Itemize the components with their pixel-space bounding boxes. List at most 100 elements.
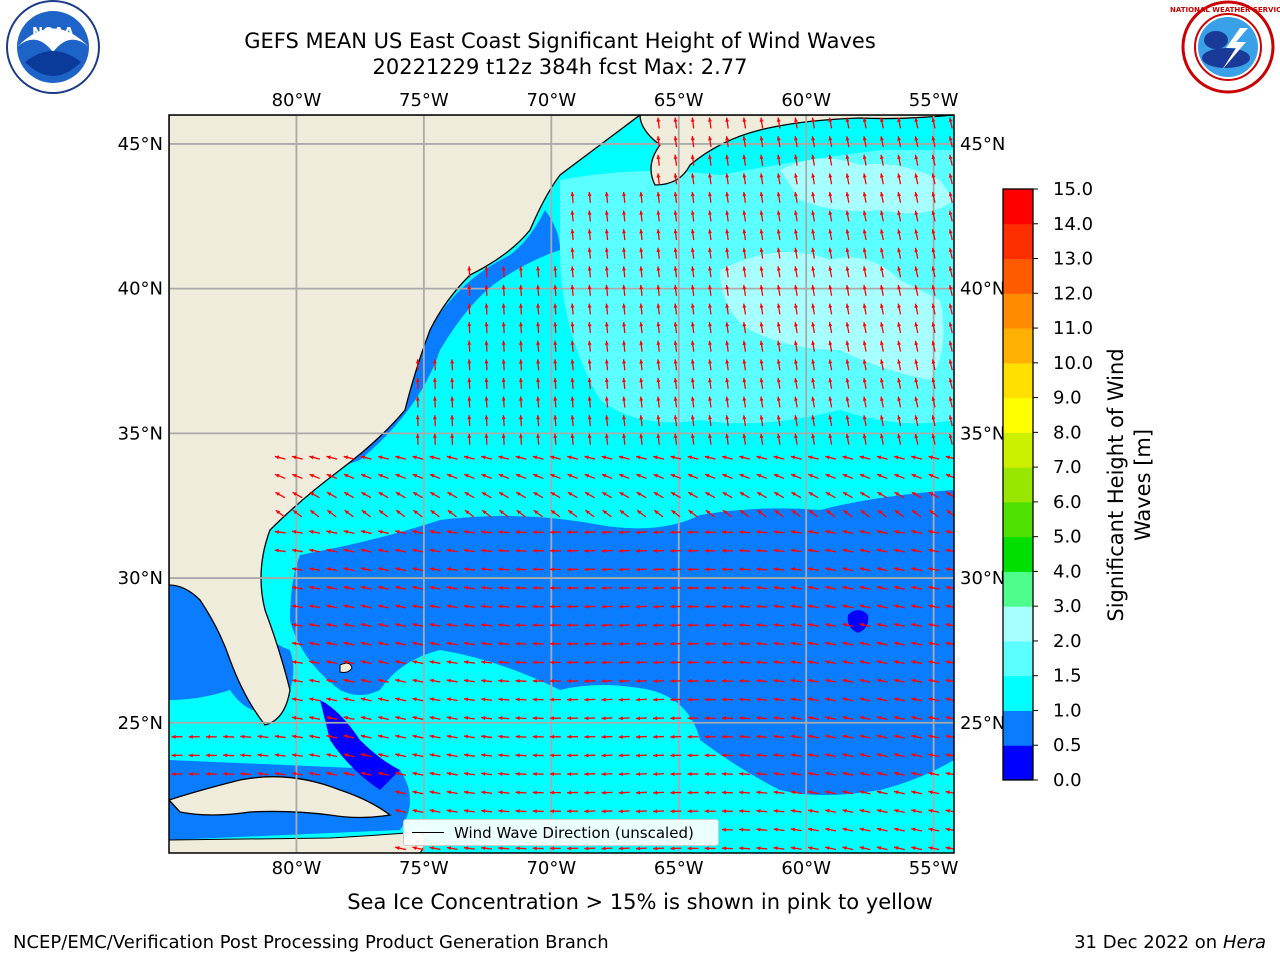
wind-wave-arrow-head (859, 715, 865, 720)
wind-wave-arrow-head (825, 567, 830, 572)
wind-wave-arrow-head (378, 604, 383, 609)
wind-wave-arrow-head (309, 771, 314, 776)
wind-wave-arrow-head (533, 510, 539, 515)
wind-wave-arrow-head (704, 530, 709, 535)
wind-wave-arrow-head (914, 433, 919, 439)
wind-wave-arrow-head (467, 340, 472, 345)
wind-wave-arrow-head (794, 210, 798, 215)
wind-wave-arrow-head (670, 567, 675, 572)
wind-wave-arrow-head (618, 846, 623, 851)
wind-wave-arrow-head (467, 359, 472, 364)
wind-wave-arrow-head (776, 229, 781, 234)
wind-wave-arrow-head (481, 530, 486, 534)
wind-wave-arrow-head (946, 492, 951, 496)
wind-wave-arrow-head (188, 753, 193, 758)
wind-wave-arrow-head (776, 210, 781, 215)
wind-wave-arrow-head (862, 136, 867, 141)
wind-wave-arrow-head (739, 567, 744, 572)
lon-tick-label-top: 75°W (399, 90, 449, 111)
colorbar-segment (1003, 362, 1033, 399)
wind-wave-arrow-head (395, 808, 400, 813)
wind-wave-arrow-head (687, 716, 692, 721)
wind-wave-arrow-head (635, 623, 641, 628)
wind-wave-arrow-head (722, 474, 727, 478)
wind-wave-arrow-head (845, 340, 850, 346)
wind-wave-arrow-head (756, 548, 761, 553)
wind-wave-arrow-head (463, 753, 469, 758)
wind-wave-arrow-head (911, 474, 916, 478)
wind-wave-arrow-head (446, 548, 452, 553)
wind-wave-arrow-head (309, 530, 314, 534)
wind-wave-arrow-head (687, 697, 692, 702)
wind-wave-arrow-head (429, 846, 434, 851)
wind-wave-arrow-head (639, 377, 644, 383)
wind-wave-arrow-head (794, 340, 798, 346)
lon-tick-label-top: 70°W (526, 90, 576, 111)
wind-wave-arrow-head (498, 567, 503, 572)
wind-wave-arrow-head (653, 586, 658, 591)
wind-wave-arrow-head (309, 660, 314, 665)
wind-wave-arrow-head (378, 474, 383, 478)
wind-wave-arrow-head (704, 809, 709, 814)
wind-wave-arrow-head (532, 790, 537, 795)
wind-wave-arrow-head (343, 641, 349, 646)
wind-wave-arrow-head (618, 660, 623, 665)
wind-wave-arrow-head (773, 790, 778, 795)
wind-wave-arrow-head (897, 173, 902, 178)
wind-wave-arrow-head (914, 154, 919, 160)
wind-wave-arrow-head (756, 474, 762, 478)
wind-wave-arrow-head (807, 678, 813, 683)
wind-wave-arrow-head (501, 284, 506, 290)
colorbar-frame (1002, 188, 1034, 781)
wind-wave-arrow-head (188, 772, 193, 776)
wind-wave-arrow-head (842, 678, 847, 683)
wind-wave-arrow-head (622, 433, 626, 438)
wind-wave-arrow-head (673, 266, 678, 271)
wind-wave-arrow-head (601, 716, 606, 721)
lat-tick-label-right: 40°N (960, 279, 1005, 300)
wind-wave-arrow-head (811, 136, 816, 141)
wind-wave-arrow-head (928, 790, 933, 795)
wind-wave-arrow-head (687, 790, 692, 795)
wind-wave-arrow-head (532, 734, 537, 739)
wind-wave-arrow-head (518, 415, 523, 420)
wind-wave-arrow-head (309, 585, 314, 590)
wind-wave-arrow-head (721, 697, 727, 702)
wind-wave-arrow-head (584, 455, 589, 460)
wind-wave-arrow-head (567, 790, 572, 795)
wind-wave-arrow-head (653, 660, 658, 665)
wind-wave-arrow-head (532, 697, 537, 702)
wind-wave-arrow-head (291, 716, 297, 720)
wind-wave-arrow-head (690, 396, 695, 401)
wind-wave-arrow-head (929, 510, 934, 515)
wind-wave-arrow-head (894, 734, 899, 739)
wind-wave-arrow-head (673, 191, 678, 197)
wind-wave-arrow-head (343, 474, 349, 478)
wind-wave-arrow-head (721, 827, 727, 832)
wind-wave-arrow-head (326, 771, 331, 776)
wind-wave-arrow-head (639, 433, 644, 438)
wind-wave-arrow-head (518, 322, 523, 327)
wind-wave-arrow-head (914, 173, 919, 178)
wind-wave-arrow-head (567, 716, 572, 721)
wind-wave-arrow-head (845, 396, 850, 401)
wind-wave-arrow-head (825, 492, 831, 496)
wind-wave-arrow-head (825, 585, 830, 590)
wind-wave-arrow-head (687, 530, 692, 535)
wind-wave-arrow-head (292, 474, 297, 478)
wind-wave-arrow-head (656, 359, 661, 364)
wind-wave-arrow-head (895, 510, 900, 515)
wind-wave-arrow-head (879, 229, 884, 234)
wind-wave-arrow-head (742, 359, 747, 364)
wind-wave-arrow-head (415, 396, 420, 401)
wind-wave-arrow-head (948, 247, 953, 253)
wind-wave-arrow-head (653, 809, 658, 814)
wind-wave-arrow-head (807, 548, 813, 553)
wind-wave-arrow-head (635, 697, 641, 702)
wind-wave-arrow-head (894, 771, 899, 776)
wind-wave-arrow-head (361, 474, 366, 478)
wind-wave-arrow-head (604, 340, 609, 345)
wind-wave-arrow-head (240, 771, 245, 776)
wind-wave-arrow-head (721, 716, 727, 721)
wind-wave-arrow-head (688, 492, 693, 496)
